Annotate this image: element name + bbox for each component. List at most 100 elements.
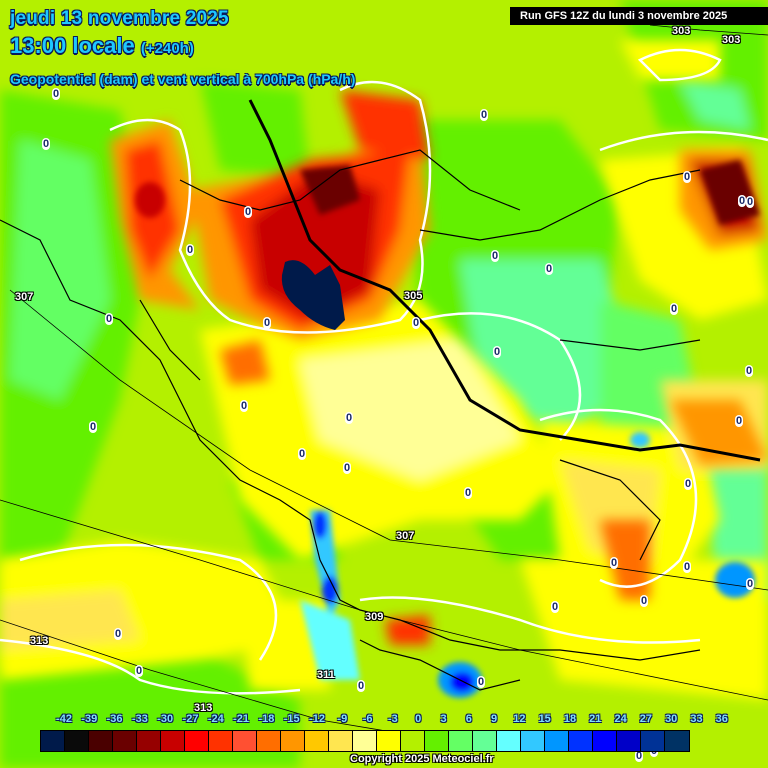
legend-swatch [257,731,281,751]
contour-label: 307 [396,530,415,542]
legend-swatch [569,731,593,751]
legend-tick: -9 [337,713,348,725]
legend-tick: -18 [258,713,275,725]
legend-swatch [545,731,569,751]
legend-swatch [521,731,545,751]
legend-swatch [593,731,617,751]
legend-tick: -39 [81,713,98,725]
zero-contour-label: 0 [477,676,486,688]
legend-tick: -12 [309,713,325,725]
legend-tick: -24 [207,713,224,725]
legend-tick: 30 [665,713,678,725]
forecast-time: 13:00 locale (+240h) [10,33,194,59]
zero-contour-label: 0 [746,196,755,208]
legend-swatch [185,731,209,751]
zero-contour-label: 0 [640,595,649,607]
contour-label: 305 [404,290,423,302]
zero-contour-label: 0 [745,365,754,377]
zero-contour-label: 0 [683,561,692,573]
legend-tick: -15 [283,713,300,725]
forecast-date: jeudi 13 novembre 2025 [10,8,229,29]
strong-ascent-core [281,260,345,330]
contour-label: 303 [672,25,691,37]
local-time: 13:00 locale [10,33,135,58]
zero-contour-label: 0 [738,195,747,207]
legend-tick: 24 [614,713,627,725]
legend-tick: 6 [465,713,472,725]
contour-label: 313 [194,702,213,714]
legend-tick: 36 [715,713,728,725]
run-info: Run GFS 12Z du lundi 3 novembre 2025 [510,7,768,25]
major-line [248,99,761,462]
zero-contour-label: 0 [345,412,354,424]
zero-contour-label: 0 [491,250,500,262]
color-legend [40,730,690,752]
zero-contour-label: 0 [683,171,692,183]
legend-swatch [329,731,353,751]
legend-swatch [401,731,425,751]
zero-contour-label: 0 [105,313,114,325]
legend-swatch [65,731,89,751]
legend-swatch [617,731,641,751]
legend-swatch [161,731,185,751]
zero-contour-label: 0 [480,109,489,121]
legend-tick: -33 [131,713,148,725]
legend-tick: -6 [362,713,373,725]
field-dark-red-cores [135,160,760,225]
zero-contour-label: 0 [244,206,253,218]
legend-tick: 33 [690,713,703,725]
legend-swatch [89,731,113,751]
zero-contour-label: 0 [493,346,502,358]
legend-tick: -36 [106,713,123,725]
coastlines [0,149,701,691]
legend-swatch [41,731,65,751]
legend-swatch [353,731,377,751]
legend-tick: -27 [182,713,199,725]
zero-contour-label: 0 [670,303,679,315]
contour-label: 313 [30,635,49,647]
legend-ticks: -42 -39 -36 -33 -30 -27 -24 -21 -18 -15 -12 -9 -6 -3 0… [40,713,730,727]
zero-contour-label: 0 [52,88,61,100]
legend-tick: 27 [639,713,653,725]
legend-swatch [233,731,257,751]
zero-contour-label: 0 [357,680,366,692]
legend-swatch [641,731,665,751]
contour-label: 307 [15,291,34,303]
contour-label: 303 [722,34,741,46]
zero-contour-label: 0 [412,317,421,329]
zero-contour-label: 0 [263,317,272,329]
zero-contour-label: 0 [114,628,123,640]
zero-contour-label: 0 [551,601,560,613]
zero-contour-label: 0 [464,487,473,499]
legend-tick: 12 [513,713,526,725]
zero-contour-label: 0 [240,400,249,412]
zero-contour-label: 0 [735,415,744,427]
copyright: Copyright 2025 Meteociel.fr [350,753,494,765]
legend-swatch [305,731,329,751]
legend-swatch [281,731,305,751]
legend-swatch [377,731,401,751]
zero-contour-label: 0 [343,462,352,474]
legend-tick: 9 [491,713,498,725]
zero-contours [0,48,768,695]
legend-swatch [137,731,161,751]
zero-contour-label: 0 [635,750,644,762]
zero-contour-label: 0 [545,263,554,275]
legend-swatch [665,731,689,751]
zero-contour-label: 0 [89,421,98,433]
legend-swatch [209,731,233,751]
legend-tick: 18 [563,713,577,725]
zero-contour-label: 0 [186,244,195,256]
legend-swatch [449,731,473,751]
field-description: Geopotentiel (dam) et vent vertical à 70… [10,71,356,87]
field-blue-areas [300,432,755,698]
legend-tick: -42 [56,713,72,725]
legend-tick: 21 [589,713,602,725]
zero-contour-label: 0 [684,478,693,490]
legend-swatch [473,731,497,751]
legend-tick: 3 [440,713,447,725]
zero-contour-label: 0 [746,578,755,590]
contour-label: 311 [317,669,335,681]
legend-swatch [497,731,521,751]
